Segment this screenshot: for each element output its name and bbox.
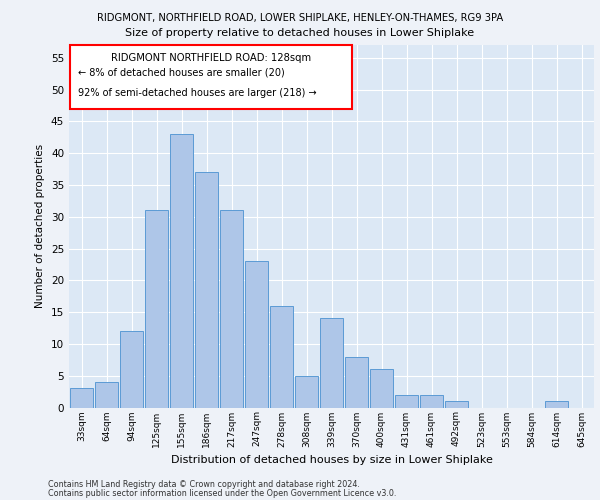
Bar bbox=[395, 395, 418, 407]
Bar bbox=[270, 306, 293, 408]
Bar bbox=[95, 382, 118, 407]
Text: Size of property relative to detached houses in Lower Shiplake: Size of property relative to detached ho… bbox=[125, 28, 475, 38]
Bar bbox=[420, 395, 443, 407]
Text: 92% of semi-detached houses are larger (218) →: 92% of semi-detached houses are larger (… bbox=[78, 88, 316, 98]
Text: RIDGMONT, NORTHFIELD ROAD, LOWER SHIPLAKE, HENLEY-ON-THAMES, RG9 3PA: RIDGMONT, NORTHFIELD ROAD, LOWER SHIPLAK… bbox=[97, 12, 503, 22]
Bar bbox=[295, 376, 318, 408]
Text: Contains HM Land Registry data © Crown copyright and database right 2024.: Contains HM Land Registry data © Crown c… bbox=[48, 480, 360, 489]
Text: RIDGMONT NORTHFIELD ROAD: 128sqm: RIDGMONT NORTHFIELD ROAD: 128sqm bbox=[111, 52, 311, 62]
Bar bbox=[445, 401, 468, 407]
Bar bbox=[545, 401, 568, 407]
Bar bbox=[70, 388, 93, 407]
Bar bbox=[145, 210, 168, 408]
Bar bbox=[195, 172, 218, 408]
Bar bbox=[170, 134, 193, 407]
Bar bbox=[320, 318, 343, 408]
Text: Contains public sector information licensed under the Open Government Licence v3: Contains public sector information licen… bbox=[48, 488, 397, 498]
Bar bbox=[120, 331, 143, 407]
Y-axis label: Number of detached properties: Number of detached properties bbox=[35, 144, 46, 308]
Bar bbox=[345, 356, 368, 408]
FancyBboxPatch shape bbox=[70, 45, 352, 108]
Bar bbox=[220, 210, 243, 408]
Bar bbox=[245, 261, 268, 408]
X-axis label: Distribution of detached houses by size in Lower Shiplake: Distribution of detached houses by size … bbox=[170, 455, 493, 465]
Bar bbox=[370, 370, 393, 408]
Text: ← 8% of detached houses are smaller (20): ← 8% of detached houses are smaller (20) bbox=[78, 68, 284, 78]
